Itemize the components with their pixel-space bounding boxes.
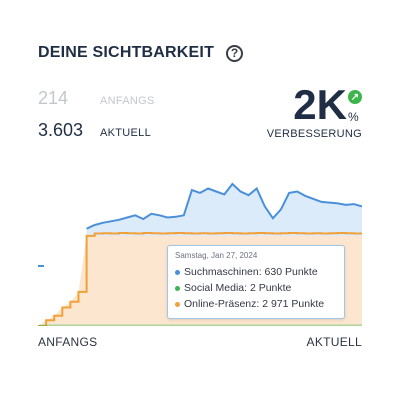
improvement-box: 2K ↗ % VERBESSERUNG [267,84,362,140]
current-label: AKTUELL [100,127,152,139]
help-icon[interactable]: ? [226,44,244,62]
search-dot-icon [175,269,180,275]
social-dot-icon [175,285,180,291]
improvement-label: VERBESSERUNG [266,128,362,140]
tooltip-date: Samstag, Jan 27, 2024 [175,251,258,260]
tooltip-search-text: Suchmaschinen: 630 Punkte [184,266,318,278]
online-dot-icon [175,301,180,307]
tooltip-row-search: Suchmaschinen: 630 Punkte [175,264,337,280]
x-axis-start-label: ANFANGS [38,335,98,349]
search-engine-area [86,184,362,236]
start-stat: 214 ANFANGS [38,88,155,109]
card-header: DEINE SICHTBARKEIT ? [38,44,244,62]
tooltip-row-online: Online-Präsenz: 2 971 Punkte [175,296,337,312]
arrow-up-right-icon: ↗ [348,90,362,104]
current-value: 3.603 [38,120,84,140]
current-stat: 3.603 AKTUELL [38,120,151,141]
tooltip-row-social: Social Media: 2 Punkte [175,280,337,296]
search-engine-line [86,182,362,230]
improvement-unit: % [348,110,359,124]
tooltip-online-text: Online-Präsenz: 2 971 Punkte [184,298,325,310]
improvement-value: 2K [293,81,347,128]
online-presence-line [38,232,362,326]
chart-tooltip: Samstag, Jan 27, 2024 Suchmaschinen: 630… [167,245,345,319]
x-axis-end-label: AKTUELL [306,335,362,349]
start-value: 214 [38,88,69,108]
card-title: DEINE SICHTBARKEIT [38,44,215,61]
start-label: ANFANGS [100,95,155,107]
tooltip-social-text: Social Media: 2 Punkte [184,282,292,294]
